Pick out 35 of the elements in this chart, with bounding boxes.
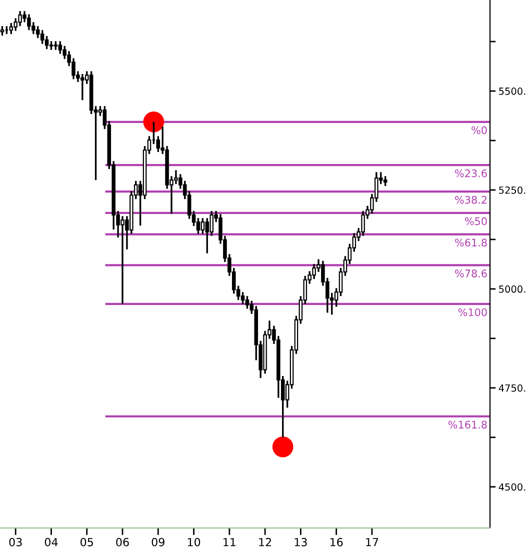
x-tick-label: 09 — [152, 538, 164, 546]
annotation: %78.6 — [455, 270, 487, 278]
candlestick — [9, 22, 14, 35]
y-tick-label: 4500. — [498, 483, 526, 491]
x-tick-label: 16 — [330, 538, 343, 546]
x-tick-label: 13 — [294, 538, 307, 546]
annotation: %100 — [458, 308, 487, 316]
candlestick — [200, 217, 205, 235]
annotation: %38.2 — [455, 196, 487, 204]
candlestick — [0, 25, 4, 36]
y-tick-label: 5000. — [499, 285, 526, 293]
annotation: %23.6 — [455, 169, 487, 178]
y-tick-label: 5500. — [499, 88, 526, 95]
candlestick — [58, 40, 62, 55]
annotation: %50 — [464, 217, 487, 226]
annotation: %0 — [472, 126, 487, 134]
candlestick — [240, 291, 245, 305]
x-tick-label: 04 — [44, 538, 58, 546]
x-tick-label: 05 — [80, 538, 93, 546]
x-tick-label: 03 — [9, 538, 22, 546]
x-tick-label: 06 — [116, 538, 129, 546]
x-tick-label: 10 — [188, 538, 200, 546]
y-tick-label: 4750. — [498, 384, 526, 392]
x-tick-label: 11 — [224, 538, 236, 546]
annotation: %161.8 — [448, 420, 487, 429]
x-tick-label: 17 — [366, 538, 378, 546]
candlestick — [44, 35, 49, 50]
annotation: %61.8 — [455, 238, 487, 247]
candlestick — [196, 217, 200, 235]
candlestick — [245, 295, 250, 310]
candlestick — [40, 29, 44, 45]
candlestick — [205, 217, 210, 254]
candlestick — [383, 175, 388, 187]
y-tick-label: 5250. — [499, 186, 526, 194]
x-tick-label: 12 — [259, 538, 271, 546]
